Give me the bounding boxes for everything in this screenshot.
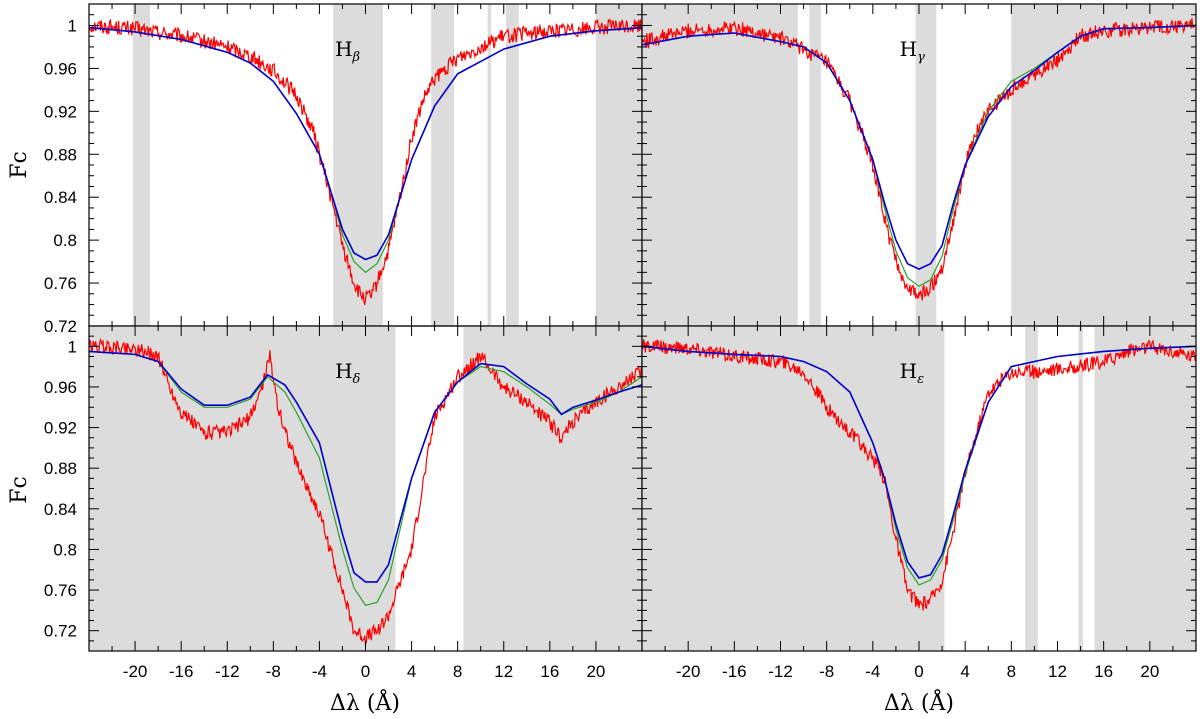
- x-tick-label: 16: [1094, 662, 1113, 681]
- shaded-region: [1094, 326, 1196, 651]
- shaded-region: [132, 4, 151, 326]
- panel-top-right: Hγ: [641, 3, 1197, 327]
- y-tick-label: 0.76: [44, 581, 77, 600]
- shaded-region: [333, 4, 383, 326]
- panel-label-sub: ε: [917, 372, 924, 387]
- plot-area: [642, 326, 1196, 651]
- y-tick-label: 0.88: [44, 145, 77, 164]
- x-tick-label: -16: [169, 662, 194, 681]
- panel-bottom-left: 0.72 0.76 0.8 0.84 0.88 0.92 0.96 1 -20 -16 -12 -8 -…: [44, 325, 643, 681]
- y-tick-label: 0.92: [44, 102, 77, 121]
- panel-label-sub: γ: [917, 50, 925, 65]
- x-tick-label: 20: [586, 662, 605, 681]
- shaded-region: [809, 4, 821, 326]
- x-tick-label: 12: [1048, 662, 1067, 681]
- x-tick-label: -12: [768, 662, 793, 681]
- y-axis-title: Fc: [7, 151, 32, 179]
- x-tick-label: -4: [312, 662, 327, 681]
- x-tick-label: 16: [540, 662, 559, 681]
- x-tick-label: 12: [494, 662, 513, 681]
- y-axis-title: Fc: [7, 476, 32, 504]
- series-line-2: [89, 350, 642, 583]
- shaded-region: [506, 4, 519, 326]
- y-tick-label: 1: [68, 337, 77, 356]
- shaded-region: [463, 326, 642, 651]
- y-tick-label: 0.8: [53, 540, 77, 559]
- x-tick-label: -8: [819, 662, 834, 681]
- axis-labels: Fc Fc Δλ (Å) Δλ (Å): [7, 151, 954, 716]
- y-tick-label: 0.84: [44, 500, 77, 519]
- shaded-region: [1025, 326, 1038, 651]
- series-line-1: [89, 350, 642, 606]
- y-tick-label: 0.72: [44, 317, 77, 336]
- y-tick-label: 0.84: [44, 188, 77, 207]
- series-line-0: [642, 338, 1196, 611]
- y-tick-label: 0.96: [44, 59, 77, 78]
- y-tick-label: 0.76: [44, 274, 77, 293]
- x-axis-title: Δλ (Å): [884, 688, 954, 716]
- x-tick-label: 0: [914, 662, 923, 681]
- shaded-region: [642, 4, 798, 326]
- shaded-region: [431, 4, 455, 326]
- x-tick-label: 0: [361, 662, 370, 681]
- x-tick-label: 4: [407, 662, 416, 681]
- panel-label-sub: β: [352, 50, 361, 65]
- x-tick-label: 8: [1007, 662, 1016, 681]
- shaded-region: [595, 4, 642, 326]
- y-tick-label: 0.88: [44, 459, 77, 478]
- plot-area: [89, 326, 642, 651]
- shaded-region: [915, 4, 937, 326]
- y-tick-label: 0.92: [44, 419, 77, 438]
- shaded-region: [487, 4, 492, 326]
- series-line-2: [89, 26, 642, 261]
- plot-area: [89, 4, 642, 326]
- series-line-2: [642, 24, 1196, 270]
- panel-label-sub: δ: [353, 372, 361, 387]
- shaded-region: [1078, 326, 1083, 651]
- y-tick-label: 0.96: [44, 378, 77, 397]
- shaded-region: [642, 326, 945, 651]
- plot-area: [642, 4, 1196, 326]
- x-tick-label: 20: [1140, 662, 1159, 681]
- y-tick-label: 0.72: [44, 622, 77, 641]
- x-tick-label: 4: [960, 662, 969, 681]
- series-line-0: [89, 17, 642, 306]
- shaded-region: [1011, 4, 1196, 326]
- x-tick-label: -4: [865, 662, 880, 681]
- x-tick-label: -16: [722, 662, 747, 681]
- x-tick-label: -20: [123, 662, 148, 681]
- x-tick-label: -12: [215, 662, 240, 681]
- x-axis-title: Δλ (Å): [330, 688, 400, 716]
- x-tick-label: -20: [676, 662, 701, 681]
- x-tick-label: 8: [453, 662, 462, 681]
- x-tick-label: -8: [266, 662, 281, 681]
- y-tick-label: 1: [68, 16, 77, 35]
- y-tick-label: 0.8: [53, 231, 77, 250]
- series-line-2: [642, 345, 1196, 579]
